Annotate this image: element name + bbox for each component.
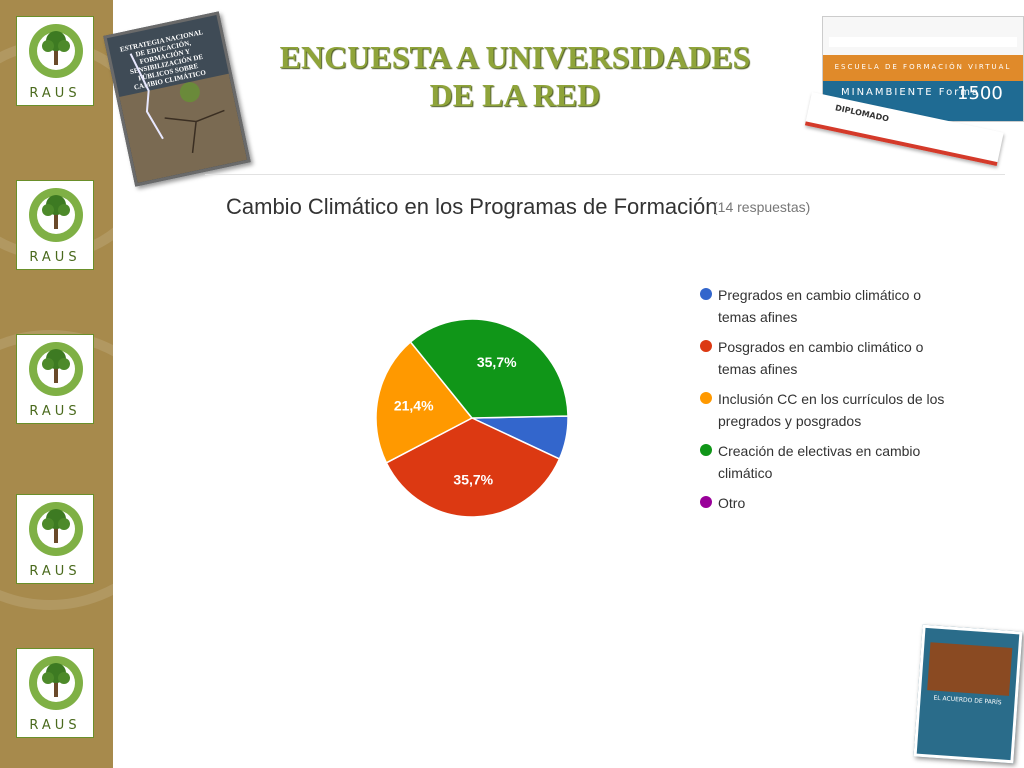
legend-color-dot — [700, 496, 712, 508]
pie-slice — [409, 318, 569, 419]
legend-color-dot — [700, 340, 712, 352]
diplomado-ribbon-text: DIPLOMADO — [834, 103, 890, 124]
pie-chart: 35,7% 21,4% 35,7% — [375, 318, 569, 518]
cracked-earth-image — [119, 53, 248, 184]
raus-logo-text: RAUS — [29, 718, 81, 733]
legend-label: Pregrados en cambio climático o temas af… — [718, 287, 922, 325]
raus-logo-text: RAUS — [29, 404, 81, 419]
legend-item: Inclusión CC en los currículos de los pr… — [700, 388, 950, 432]
website-banner-text: ESCUELA DE FORMACIÓN VIRTUAL — [834, 63, 1012, 71]
raus-logo: RAUS — [16, 334, 94, 424]
legend-label: Otro — [718, 495, 746, 511]
tree-puzzle-icon — [29, 188, 83, 242]
legend-label: Creación de electivas en cambio climátic… — [718, 443, 921, 481]
chart-card-border — [205, 174, 1005, 175]
chart-subtitle: (14 respuestas) — [713, 199, 811, 215]
raus-logo-text: RAUS — [29, 564, 81, 579]
website-number: 1500 — [957, 83, 1003, 104]
tree-puzzle-icon — [29, 342, 83, 396]
tree-puzzle-icon — [29, 24, 83, 78]
slide-title: ENCUESTA A UNIVERSIDADES DE LA RED — [230, 38, 800, 114]
paris-agreement-cover-image: EL ACUERDO DE PARÍS — [913, 624, 1023, 764]
website-screenshot: ESCUELA DE FORMACIÓN VIRTUAL MINAMBIENTE… — [822, 16, 1024, 122]
website-header — [829, 37, 1017, 47]
raus-logo: RAUS — [16, 648, 94, 738]
tree-puzzle-icon — [29, 656, 83, 710]
legend-item: Posgrados en cambio climático o temas af… — [700, 336, 950, 380]
pie-data-label: 35,7% — [453, 471, 493, 487]
legend-item: Otro — [700, 492, 950, 514]
chart-title: Cambio Climático en los Programas de For… — [226, 194, 718, 219]
title-line-2: DE LA RED — [429, 77, 601, 113]
legend-color-dot — [700, 392, 712, 404]
legend-item: Pregrados en cambio climático o temas af… — [700, 284, 950, 328]
cover-photo — [927, 642, 1013, 696]
left-sidebar: RAUS RAUS RAUS RAUS RAUS — [0, 0, 113, 768]
raus-logo-text: RAUS — [29, 86, 81, 101]
legend-label: Inclusión CC en los currículos de los pr… — [718, 391, 945, 429]
legend-color-dot — [700, 288, 712, 300]
raus-logo: RAUS — [16, 180, 94, 270]
pie-slice — [385, 417, 561, 518]
legend-color-dot — [700, 444, 712, 456]
chart-legend: Pregrados en cambio climático o temas af… — [700, 284, 950, 522]
pie-slice — [375, 340, 474, 464]
legend-label: Posgrados en cambio climático o temas af… — [718, 339, 924, 377]
pie-data-label: 35,7% — [477, 354, 517, 370]
pie-data-label: 21,4% — [394, 398, 434, 414]
website-body-text: MINAMBIENTE Forma — [841, 87, 981, 98]
book-cover-image: ESTRATEGIA NACIONAL DE EDUCACIÓN, FORMAC… — [103, 11, 251, 187]
title-line-1: ENCUESTA A UNIVERSIDADES — [279, 39, 751, 75]
raus-logo: RAUS — [16, 16, 94, 106]
tree-puzzle-icon — [29, 502, 83, 556]
legend-item: Creación de electivas en cambio climátic… — [700, 440, 950, 484]
raus-logo-text: RAUS — [29, 250, 81, 265]
website-banner — [823, 55, 1023, 81]
cover-title: EL ACUERDO DE PARÍS — [933, 694, 1002, 707]
raus-logo: RAUS — [16, 494, 94, 584]
